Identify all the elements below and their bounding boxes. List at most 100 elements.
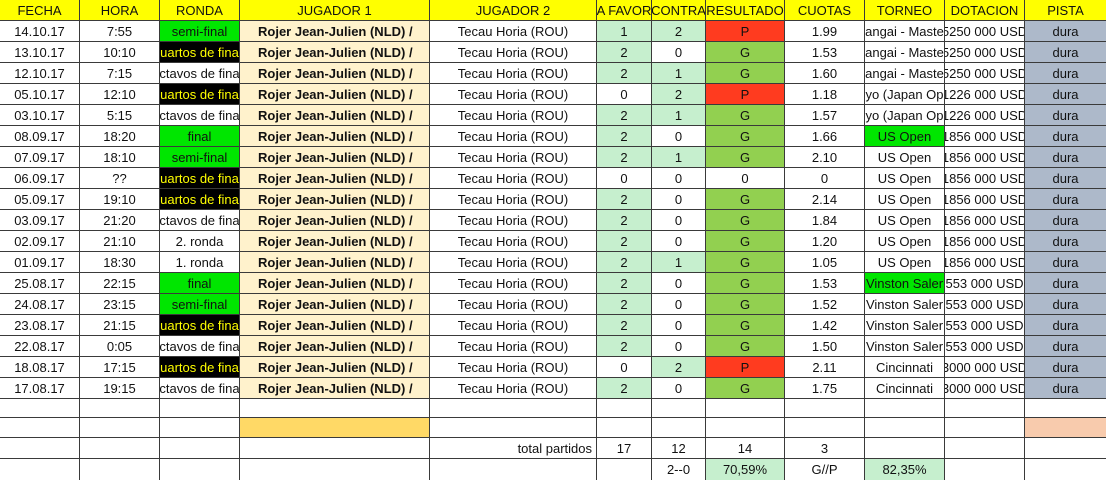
table-cell: 2 <box>597 273 651 293</box>
table-cell: G <box>706 252 784 272</box>
table-cell: 1.53 <box>785 42 864 62</box>
table-cell: 21:10 <box>80 231 159 251</box>
empty-cell <box>1025 438 1106 458</box>
table-cell: semi-final <box>160 21 239 41</box>
total-cell: 12 <box>652 438 705 458</box>
table-cell: 2 <box>597 294 651 314</box>
table-cell: Rojer Jean-Julien (NLD) / <box>240 147 429 167</box>
table-cell: 1226 000 USD <box>945 84 1024 104</box>
header-cell: RESULTADO <box>706 0 784 20</box>
table-cell: 03.09.17 <box>0 210 79 230</box>
table-cell: Tecau Horia (ROU) <box>430 357 596 377</box>
table-cell: dura <box>1025 168 1106 188</box>
empty-cell <box>0 438 79 458</box>
table-cell: 2 <box>597 189 651 209</box>
table-cell: uartos de fina <box>160 357 239 377</box>
empty-cell <box>240 418 429 437</box>
table-cell: Rojer Jean-Julien (NLD) / <box>240 273 429 293</box>
table-cell: Cincinnati <box>865 378 944 398</box>
table-cell: Rojer Jean-Julien (NLD) / <box>240 168 429 188</box>
table-cell: Tecau Horia (ROU) <box>430 147 596 167</box>
table-cell: 14.10.17 <box>0 21 79 41</box>
empty-cell <box>430 459 596 480</box>
table-cell: Rojer Jean-Julien (NLD) / <box>240 315 429 335</box>
table-cell: ctavos de fina <box>160 105 239 125</box>
table-cell: 0 <box>597 168 651 188</box>
table-cell: Tecau Horia (ROU) <box>430 378 596 398</box>
table-cell: 1856 000 USD <box>945 126 1024 146</box>
table-cell: dura <box>1025 42 1106 62</box>
table-cell: 23:15 <box>80 294 159 314</box>
table-cell: Tecau Horia (ROU) <box>430 84 596 104</box>
empty-cell <box>430 418 596 437</box>
table-cell: Tecau Horia (ROU) <box>430 126 596 146</box>
table-cell: Vinston Saler <box>865 315 944 335</box>
empty-cell <box>80 438 159 458</box>
table-cell: Tecau Horia (ROU) <box>430 189 596 209</box>
empty-cell <box>1025 459 1106 480</box>
table-cell: dura <box>1025 189 1106 209</box>
table-cell: G <box>706 42 784 62</box>
table-cell: 12.10.17 <box>0 63 79 83</box>
table-cell: 12:10 <box>80 84 159 104</box>
table-cell: 553 000 USD <box>945 273 1024 293</box>
header-cell: PISTA <box>1025 0 1106 20</box>
table-cell: Rojer Jean-Julien (NLD) / <box>240 63 429 83</box>
table-cell: yo (Japan Op <box>865 84 944 104</box>
table-cell: uartos de fina <box>160 42 239 62</box>
table-cell: US Open <box>865 168 944 188</box>
table-cell: semi-final <box>160 147 239 167</box>
table-cell: 05.10.17 <box>0 84 79 104</box>
empty-cell <box>0 418 79 437</box>
empty-cell <box>865 438 944 458</box>
table-cell: 24.08.17 <box>0 294 79 314</box>
table-cell: dura <box>1025 105 1106 125</box>
table-cell: Rojer Jean-Julien (NLD) / <box>240 252 429 272</box>
empty-cell <box>240 399 429 417</box>
table-cell: Rojer Jean-Julien (NLD) / <box>240 210 429 230</box>
table-cell: 1.84 <box>785 210 864 230</box>
table-cell: US Open <box>865 210 944 230</box>
table-cell: dura <box>1025 252 1106 272</box>
table-cell: 5250 000 USD <box>945 21 1024 41</box>
total-cell: 14 <box>706 438 784 458</box>
table-cell: US Open <box>865 126 944 146</box>
table-cell: 2 <box>597 147 651 167</box>
summary-cell: 82,35% <box>865 459 944 480</box>
table-cell: dura <box>1025 378 1106 398</box>
summary-cell: G//P <box>785 459 864 480</box>
table-cell: 1.50 <box>785 336 864 356</box>
table-cell: 0 <box>785 168 864 188</box>
table-cell: dura <box>1025 147 1106 167</box>
table-cell: 18:20 <box>80 126 159 146</box>
empty-cell <box>430 399 596 417</box>
table-cell: 1856 000 USD <box>945 189 1024 209</box>
table-cell: semi-final <box>160 294 239 314</box>
table-cell: 0 <box>706 168 784 188</box>
table-cell: 0 <box>597 84 651 104</box>
table-cell: G <box>706 336 784 356</box>
table-cell: 1.20 <box>785 231 864 251</box>
table-cell: 1 <box>652 252 705 272</box>
table-cell: G <box>706 189 784 209</box>
table-cell: Tecau Horia (ROU) <box>430 315 596 335</box>
table-cell: dura <box>1025 336 1106 356</box>
table-cell: 1.42 <box>785 315 864 335</box>
table-cell: 5:15 <box>80 105 159 125</box>
table-cell: G <box>706 294 784 314</box>
table-cell: 1.05 <box>785 252 864 272</box>
table-cell: 0:05 <box>80 336 159 356</box>
table-cell: P <box>706 84 784 104</box>
table-cell: 0 <box>652 378 705 398</box>
total-cell: 17 <box>597 438 651 458</box>
table-cell: ?? <box>80 168 159 188</box>
empty-cell <box>0 399 79 417</box>
table-cell: dura <box>1025 21 1106 41</box>
table-cell: Rojer Jean-Julien (NLD) / <box>240 105 429 125</box>
table-cell: Tecau Horia (ROU) <box>430 168 596 188</box>
empty-cell <box>80 418 159 437</box>
table-cell: P <box>706 357 784 377</box>
empty-cell <box>652 399 705 417</box>
empty-cell <box>160 438 239 458</box>
table-cell: 19:15 <box>80 378 159 398</box>
